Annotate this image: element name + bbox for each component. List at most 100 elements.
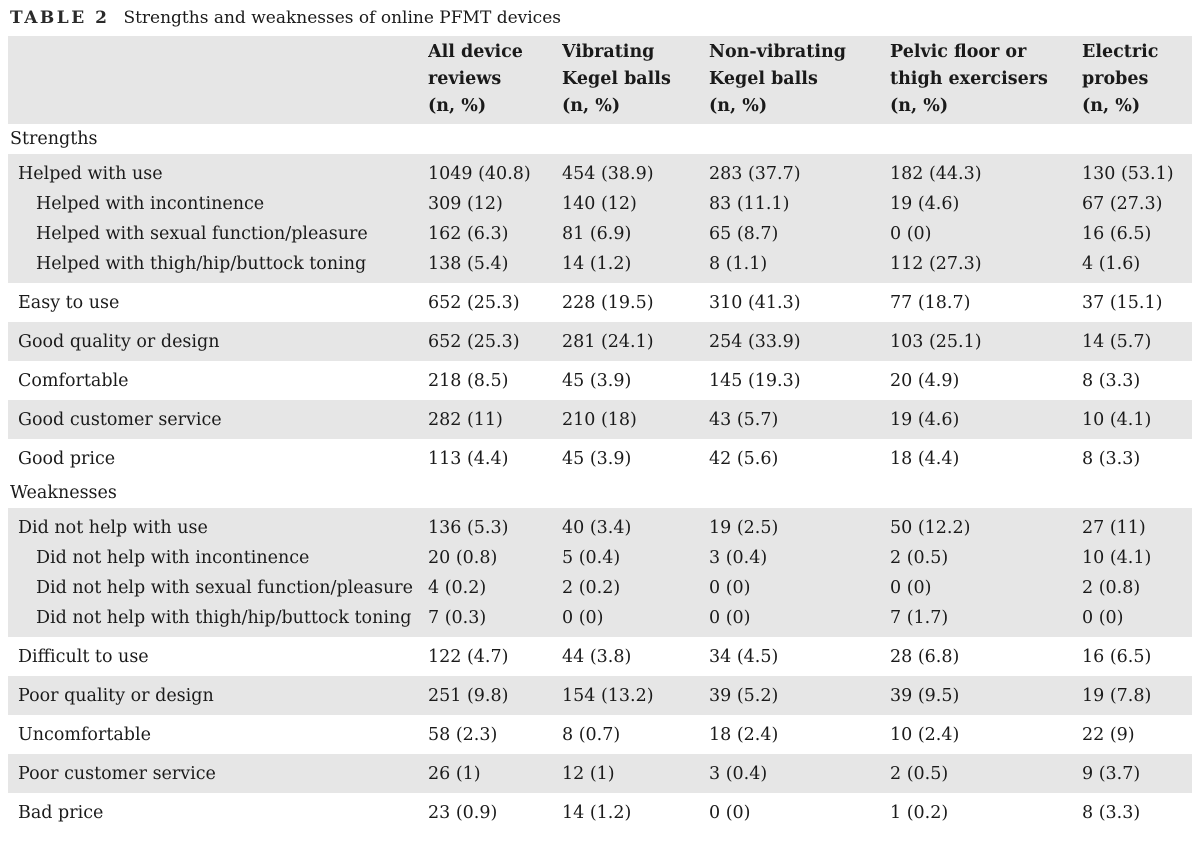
table-cell: 228 (19.5) [562, 292, 654, 313]
table-cell: 16 (6.5) [1082, 223, 1152, 244]
table-row: Helped with use 1049 (40.8) 454 (38.9) 283 … [8, 154, 1192, 189]
column-header-line: (n, %) [890, 96, 949, 116]
table-cell: 43 (5.7) [709, 409, 779, 430]
table-row: Helped with thigh/hip/buttock toning 138 … [8, 248, 1192, 283]
table-row: Uncomfortable 58 (2.3) 8 (0.7) 18 (2.4) 10 (… [8, 715, 1192, 754]
table-caption: TABLE 2 Strengths and weaknesses of onlin… [10, 4, 561, 32]
table-cell: 218 (8.5) [428, 370, 509, 391]
table-cell: 8 (3.3) [1082, 802, 1141, 823]
column-header-line: reviews [428, 69, 502, 89]
table-cell: 2 (0.2) [562, 577, 621, 598]
table-cell: 19 (2.5) [709, 517, 779, 538]
row-label: Uncomfortable [18, 724, 151, 745]
column-header: All device reviews (n, %) [428, 36, 562, 124]
table-cell: 0 (0) [709, 577, 751, 598]
row-label: Helped with use [18, 163, 163, 184]
strengths-weaknesses-table: All device reviews (n, %) Vibrating Kegel ba… [8, 36, 1192, 832]
table-cell: 103 (25.1) [890, 331, 982, 352]
column-header-line: Kegel balls [562, 69, 671, 89]
table-cell: 14 (5.7) [1082, 331, 1152, 352]
table-row: Poor customer service 26 (1) 12 (1) 3 (0.4)… [8, 754, 1192, 793]
table-cell: 10 (4.1) [1082, 409, 1152, 430]
column-header-line: Vibrating [562, 42, 655, 62]
table-cell: 4 (1.6) [1082, 253, 1141, 274]
table-cell: 113 (4.4) [428, 448, 509, 469]
row-sublabel: Helped with incontinence [36, 193, 265, 214]
column-header-line: (n, %) [562, 96, 621, 116]
table-cell: 27 (11) [1082, 517, 1146, 538]
table-cell: 1 (0.2) [890, 802, 949, 823]
table-cell: 81 (6.9) [562, 223, 632, 244]
table-row: Good price 113 (4.4) 45 (3.9) 42 (5.6) 18 (4… [8, 439, 1192, 478]
table-cell: 210 (18) [562, 409, 637, 430]
table-cell: 20 (4.9) [890, 370, 960, 391]
table-cell: 18 (2.4) [709, 724, 779, 745]
table-cell: 309 (12) [428, 193, 503, 214]
table-cell: 19 (4.6) [890, 193, 960, 214]
row-label: Good quality or design [18, 331, 220, 352]
table-row: Bad price 23 (0.9) 14 (1.2) 0 (0) 1 (0.2) 8 (… [8, 793, 1192, 832]
table-cell: 37 (15.1) [1082, 292, 1163, 313]
table-row: Helped with sexual function/pleasure 162 … [8, 218, 1192, 249]
table-cell: 7 (0.3) [428, 607, 487, 628]
table-cell: 16 (6.5) [1082, 646, 1152, 667]
table-cell: 136 (5.3) [428, 517, 509, 538]
table-cell: 283 (37.7) [709, 163, 801, 184]
row-sublabel: Did not help with incontinence [36, 547, 310, 568]
table-row: Did not help with use 136 (5.3) 40 (3.4) 19… [8, 508, 1192, 543]
table-cell: 34 (4.5) [709, 646, 779, 667]
column-header-line: thigh exercisers [890, 69, 1048, 89]
table-row: Difficult to use 122 (4.7) 44 (3.8) 34 (4.5… [8, 637, 1192, 676]
table-cell: 14 (1.2) [562, 253, 632, 274]
table-cell: 45 (3.9) [562, 448, 632, 469]
table-cell: 138 (5.4) [428, 253, 509, 274]
table-cell: 14 (1.2) [562, 802, 632, 823]
table-cell: 145 (19.3) [709, 370, 801, 391]
table-cell: 19 (4.6) [890, 409, 960, 430]
row-label: Did not help with use [18, 517, 208, 538]
table-cell: 0 (0) [709, 607, 751, 628]
table-row: Comfortable 218 (8.5) 45 (3.9) 145 (19.3) 20… [8, 361, 1192, 400]
table-cell: 44 (3.8) [562, 646, 632, 667]
column-header-line: (n, %) [1082, 96, 1141, 116]
table-cell: 39 (5.2) [709, 685, 779, 706]
section-title: Weaknesses [10, 483, 117, 503]
table-cell: 40 (3.4) [562, 517, 632, 538]
table-cell: 77 (18.7) [890, 292, 971, 313]
section-row: Strengths [8, 124, 1192, 154]
table-cell: 83 (11.1) [709, 193, 790, 214]
table-cell: 281 (24.1) [562, 331, 654, 352]
table-cell: 50 (12.2) [890, 517, 971, 538]
row-label: Easy to use [18, 292, 120, 313]
table-cell: 2 (0.8) [1082, 577, 1141, 598]
table-cell: 8 (1.1) [709, 253, 768, 274]
table-row: Did not help with incontinence 20 (0.8) 5 … [8, 542, 1192, 573]
table-cell: 652 (25.3) [428, 292, 520, 313]
table-cell: 0 (0) [890, 223, 932, 244]
table-cell: 5 (0.4) [562, 547, 621, 568]
table-row: Poor quality or design 251 (9.8) 154 (13.2… [8, 676, 1192, 715]
table-cell: 130 (53.1) [1082, 163, 1174, 184]
column-header-line: Electric [1082, 42, 1159, 62]
row-sublabel: Helped with sexual function/pleasure [36, 223, 368, 244]
column-header-line: Non-vibrating [709, 42, 846, 62]
table-cell: 26 (1) [428, 763, 481, 784]
table-row: Helped with incontinence 309 (12) 140 (12)… [8, 188, 1192, 219]
table-cell: 8 (3.3) [1082, 448, 1141, 469]
table-cell: 28 (6.8) [890, 646, 960, 667]
table-cell: 454 (38.9) [562, 163, 654, 184]
table-cell: 182 (44.3) [890, 163, 982, 184]
section-title: Strengths [10, 129, 98, 149]
table-cell: 112 (27.3) [890, 253, 982, 274]
table-row: Easy to use 652 (25.3) 228 (19.5) 310 (41.3… [8, 283, 1192, 322]
column-header: Pelvic floor or thigh exercisers (n, %) [890, 36, 1082, 124]
table-cell: 42 (5.6) [709, 448, 779, 469]
row-label: Good price [18, 448, 116, 469]
table-cell: 19 (7.8) [1082, 685, 1152, 706]
table-cell: 282 (11) [428, 409, 503, 430]
table-cell: 7 (1.7) [890, 607, 949, 628]
table-row: Did not help with sexual function/pleasu… [8, 572, 1192, 603]
table-cell: 162 (6.3) [428, 223, 509, 244]
column-header-line: All device [428, 42, 523, 62]
